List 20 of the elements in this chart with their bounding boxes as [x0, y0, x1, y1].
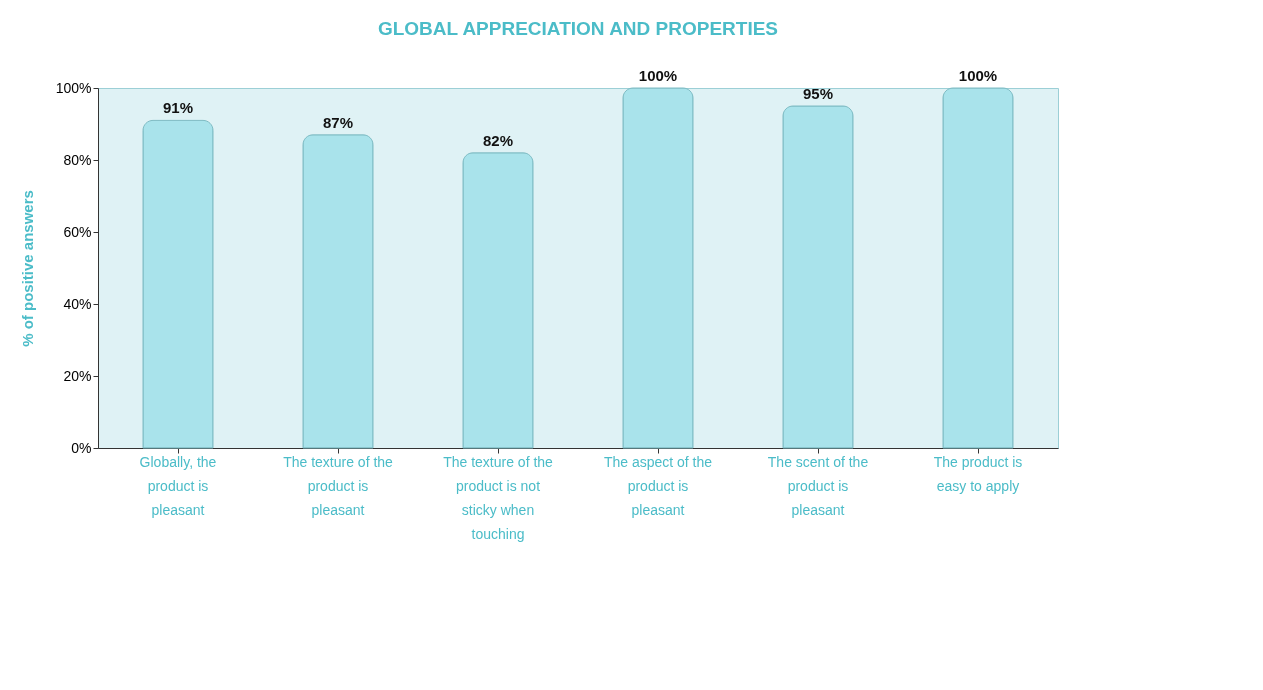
- x-tick-label: The texture of the product is pleasant: [283, 453, 394, 518]
- data-label: 95%: [802, 85, 834, 102]
- y-tick-label: 40%: [63, 295, 92, 312]
- data-label: 91%: [162, 99, 194, 117]
- y-tick-label: 20%: [63, 367, 92, 384]
- y-tick-label: 80%: [63, 151, 92, 168]
- x-tick-label: The scent of the product is pleasant: [767, 453, 869, 518]
- data-label: 100%: [958, 67, 998, 84]
- data-label: 100%: [638, 67, 678, 84]
- x-tick-label: Globally, the product is pleasant: [139, 453, 217, 518]
- data-label: 87%: [322, 113, 354, 131]
- x-tick-label: The texture of the product is not sticky when touching: [443, 453, 554, 542]
- x-tick-label: The product is easy to apply: [933, 453, 1023, 494]
- y-tick-label: 0%: [71, 439, 92, 456]
- data-label: 82%: [482, 131, 514, 149]
- y-tick-label: 60%: [63, 223, 92, 240]
- y-tick-label: 100%: [55, 79, 92, 96]
- y-axis-title: % of positive answers: [18, 190, 36, 347]
- x-tick-label: The aspect of the product is pleasant: [603, 453, 713, 518]
- chart-title: GLOBAL APPRECIATION AND PROPERTIES: [377, 18, 779, 39]
